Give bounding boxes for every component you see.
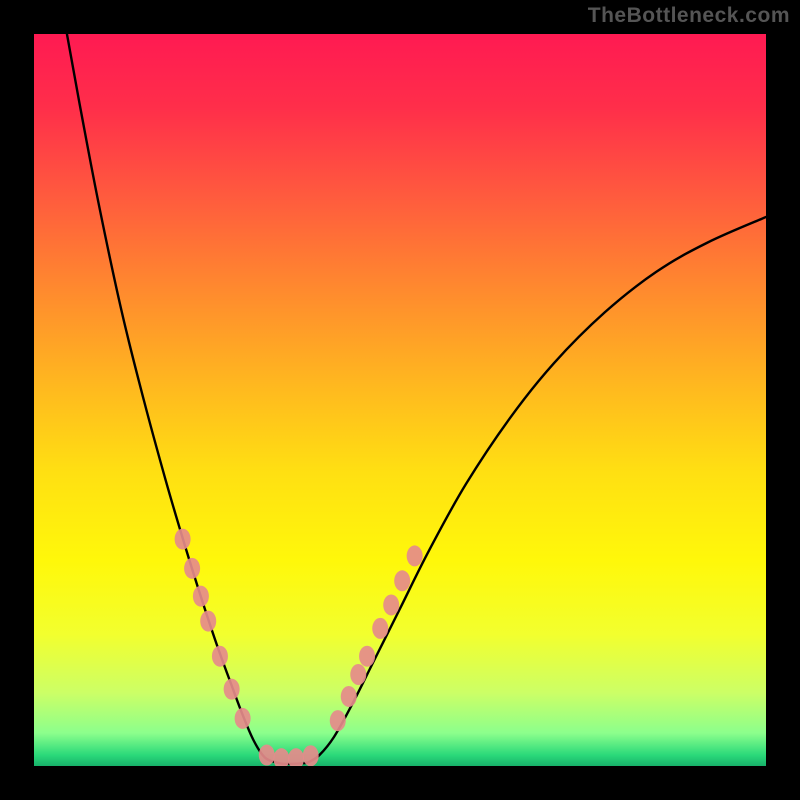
marker-bead (200, 611, 216, 632)
marker-bead (184, 558, 200, 579)
marker-bead (350, 664, 366, 685)
marker-bead (288, 748, 304, 766)
marker-bead (193, 586, 209, 607)
bottleneck-curve-chart (34, 34, 766, 766)
plot-area (34, 34, 766, 766)
marker-bead (359, 646, 375, 667)
marker-bead (303, 745, 319, 766)
curve-right (309, 217, 767, 762)
marker-bead (372, 618, 388, 639)
marker-bead (341, 686, 357, 707)
marker-bead (407, 545, 423, 566)
marker-bead (330, 710, 346, 731)
watermark-text: TheBottleneck.com (588, 4, 790, 28)
marker-bead (383, 594, 399, 615)
marker-bead (259, 745, 275, 766)
marker-bead (235, 708, 251, 729)
curve-left (67, 34, 276, 762)
marker-bead (224, 679, 240, 700)
marker-bead (273, 748, 289, 766)
marker-bead (394, 570, 410, 591)
marker-bead (212, 646, 228, 667)
marker-bead (175, 529, 191, 550)
chart-frame: TheBottleneck.com (0, 0, 800, 800)
